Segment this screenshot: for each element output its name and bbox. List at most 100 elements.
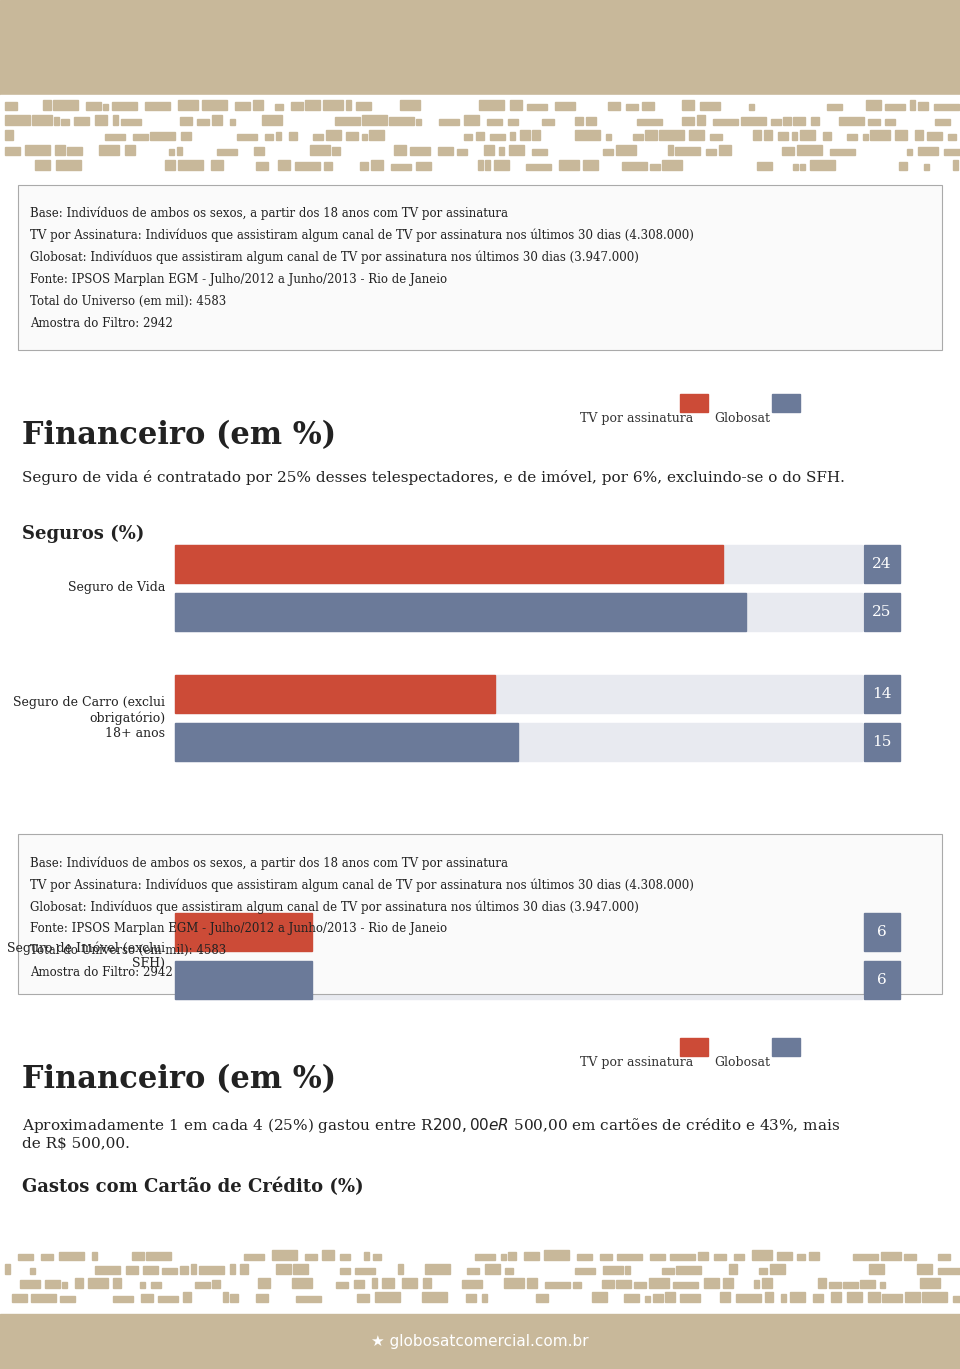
Bar: [230, 1294, 238, 1302]
Bar: [416, 162, 431, 170]
Bar: [772, 394, 800, 412]
Text: Gastos com Cartão de Crédito (%): Gastos com Cartão de Crédito (%): [22, 1177, 364, 1197]
Bar: [729, 1264, 737, 1275]
Bar: [783, 116, 791, 125]
Bar: [18, 1254, 33, 1259]
Bar: [490, 134, 505, 140]
Bar: [781, 1294, 786, 1302]
Bar: [132, 1253, 144, 1259]
Bar: [770, 1264, 785, 1275]
Bar: [698, 1253, 708, 1259]
Bar: [113, 1279, 121, 1288]
Text: Base: Indivíduos de ambos os sexos, a partir dos 18 anos com TV por assinatura: Base: Indivíduos de ambos os sexos, a pa…: [30, 856, 508, 869]
Bar: [217, 149, 237, 155]
Bar: [425, 1264, 450, 1275]
Bar: [771, 119, 781, 125]
Bar: [5, 115, 30, 125]
Bar: [95, 115, 107, 125]
Bar: [211, 160, 223, 170]
Bar: [5, 130, 13, 140]
Bar: [765, 1292, 773, 1302]
Bar: [230, 119, 235, 125]
Text: Fonte: IPSOS Marplan EGM - Julho/2012 a Junho/2013 - Rio de Janeio: Fonte: IPSOS Marplan EGM - Julho/2012 a …: [30, 272, 447, 286]
Bar: [56, 160, 81, 170]
Bar: [62, 1281, 67, 1288]
Bar: [499, 146, 504, 155]
Bar: [466, 1294, 476, 1302]
Bar: [278, 160, 290, 170]
Bar: [240, 1264, 248, 1275]
Bar: [61, 119, 69, 125]
Bar: [706, 149, 716, 155]
Bar: [5, 103, 17, 110]
Bar: [357, 1294, 369, 1302]
Text: Aproximadamente 1 em cada 4 (25%) gastou entre R$ 200,00 e R$ 500,00 em cartões : Aproximadamente 1 em cada 4 (25%) gastou…: [22, 1116, 840, 1151]
Bar: [719, 145, 731, 155]
Bar: [175, 913, 312, 951]
Bar: [649, 1279, 669, 1288]
Bar: [545, 1281, 570, 1288]
Text: 6: 6: [877, 925, 887, 939]
Bar: [904, 1254, 916, 1259]
Bar: [741, 116, 766, 125]
Bar: [827, 104, 842, 110]
Bar: [823, 131, 831, 140]
Bar: [305, 1254, 317, 1259]
Bar: [175, 675, 494, 713]
Text: 6: 6: [877, 973, 887, 987]
Bar: [915, 130, 923, 140]
Bar: [847, 1292, 862, 1302]
Bar: [882, 1294, 902, 1302]
Bar: [800, 164, 805, 170]
Bar: [113, 115, 118, 125]
Bar: [258, 1279, 270, 1288]
Bar: [482, 1294, 487, 1302]
Bar: [362, 115, 387, 125]
Bar: [676, 1266, 701, 1275]
Bar: [501, 1254, 506, 1259]
Bar: [438, 146, 453, 155]
Bar: [608, 103, 620, 110]
Bar: [948, 134, 956, 140]
Bar: [527, 104, 547, 110]
Bar: [905, 1292, 920, 1302]
Bar: [938, 1268, 960, 1275]
Bar: [310, 145, 330, 155]
Bar: [5, 1264, 10, 1275]
Bar: [753, 130, 761, 140]
Bar: [25, 145, 50, 155]
Bar: [710, 134, 722, 140]
Bar: [322, 1250, 334, 1259]
Bar: [689, 130, 704, 140]
Bar: [542, 119, 554, 125]
Bar: [336, 1281, 348, 1288]
Bar: [178, 160, 203, 170]
Text: Seguro de vida é contratado por 25% desses telespectadores, e de imóvel, por 6%,: Seguro de vida é contratado por 25% dess…: [22, 470, 845, 485]
Bar: [212, 1280, 220, 1288]
Bar: [0, 94, 960, 175]
Bar: [559, 160, 579, 170]
Bar: [935, 119, 950, 125]
Bar: [175, 545, 862, 583]
Bar: [398, 1264, 403, 1275]
Bar: [45, 1280, 60, 1288]
Bar: [126, 1266, 138, 1275]
Bar: [0, 0, 960, 94]
Bar: [575, 116, 583, 125]
Bar: [847, 134, 857, 140]
Bar: [43, 100, 51, 110]
Bar: [296, 1296, 321, 1302]
Bar: [86, 103, 101, 110]
Bar: [151, 1281, 161, 1288]
Bar: [121, 119, 141, 125]
Bar: [323, 100, 343, 110]
Text: Globosat: Globosat: [714, 1055, 770, 1069]
Bar: [602, 1280, 614, 1288]
Bar: [95, 1266, 120, 1275]
Bar: [372, 1279, 377, 1288]
Bar: [175, 961, 312, 999]
Bar: [143, 1266, 158, 1275]
Bar: [662, 160, 682, 170]
Bar: [864, 593, 900, 631]
Bar: [616, 145, 636, 155]
